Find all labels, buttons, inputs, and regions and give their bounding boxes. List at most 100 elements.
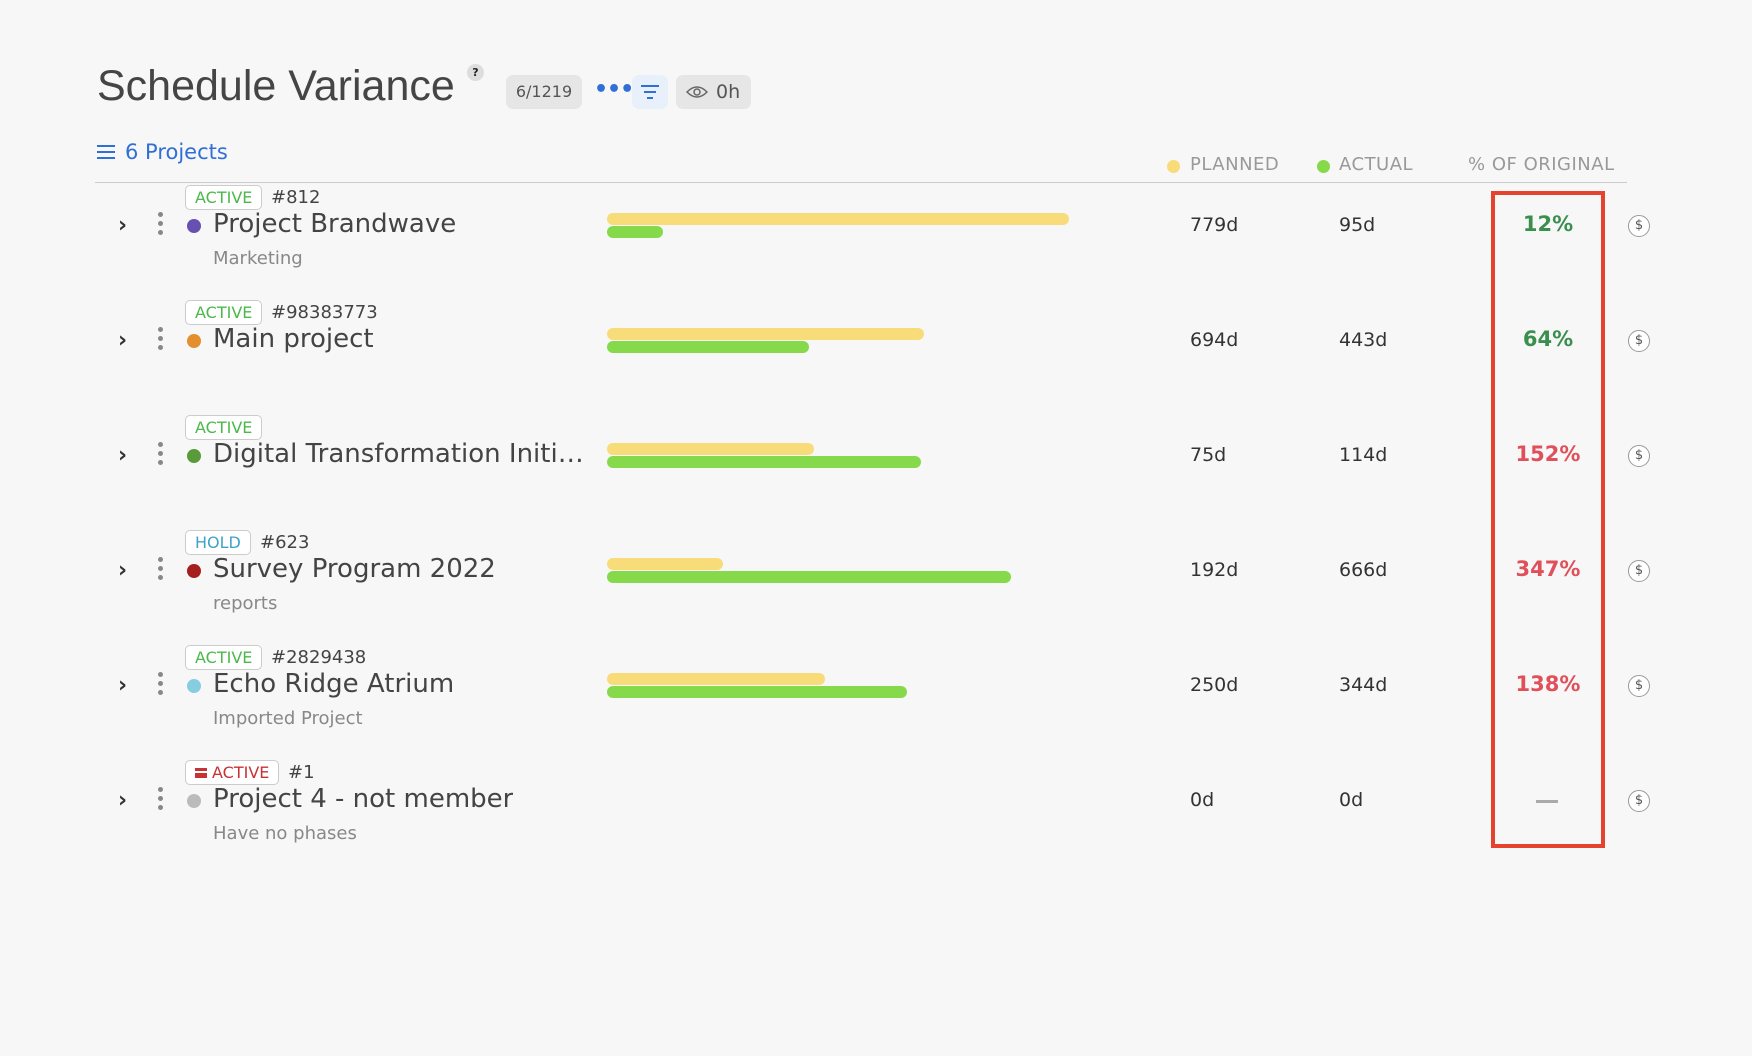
project-subtitle: Marketing bbox=[213, 248, 303, 269]
count-badge[interactable]: 6/1219 bbox=[506, 75, 582, 109]
row-menu-icon[interactable] bbox=[158, 212, 163, 235]
actual-value: 0d bbox=[1339, 789, 1364, 811]
project-row[interactable]: › ACTIVE #812 Project Brandwave Marketin… bbox=[0, 168, 1752, 283]
header-divider bbox=[95, 182, 1627, 183]
project-name[interactable]: Main project bbox=[213, 324, 374, 354]
planned-value: 694d bbox=[1190, 329, 1239, 351]
row-menu-icon[interactable] bbox=[158, 327, 163, 350]
planned-value: 779d bbox=[1190, 214, 1239, 236]
visibility-value: 0h bbox=[716, 81, 741, 103]
actual-legend-dot bbox=[1317, 160, 1330, 173]
status-label: HOLD bbox=[195, 533, 241, 552]
project-color-dot bbox=[187, 564, 201, 578]
status-label: ACTIVE bbox=[212, 763, 270, 782]
project-name[interactable]: Survey Program 2022 bbox=[213, 554, 496, 584]
status-label: ACTIVE bbox=[195, 303, 253, 322]
percent-of-original: 64% bbox=[1522, 327, 1574, 351]
project-subtitle: Have no phases bbox=[213, 823, 357, 844]
project-color-dot bbox=[187, 794, 201, 808]
filter-button[interactable] bbox=[632, 75, 668, 109]
status-badge: ACTIVE bbox=[185, 300, 263, 325]
planned-value: 250d bbox=[1190, 674, 1239, 696]
project-name[interactable]: Digital Transformation Initia... bbox=[213, 439, 585, 469]
planned-bar bbox=[607, 213, 1069, 225]
planned-legend-dot bbox=[1167, 160, 1180, 173]
actual-bar bbox=[607, 686, 907, 698]
project-row[interactable]: › HOLD #623 Survey Program 2022 reports … bbox=[0, 513, 1752, 628]
status-label: ACTIVE bbox=[195, 418, 253, 437]
actual-bar bbox=[607, 456, 921, 468]
planned-value: 192d bbox=[1190, 559, 1239, 581]
status-badge: HOLD bbox=[185, 530, 251, 555]
status-label: ACTIVE bbox=[195, 648, 253, 667]
project-color-dot bbox=[187, 679, 201, 693]
project-row[interactable]: › ACTIVE #2829438 Echo Ridge Atrium Impo… bbox=[0, 628, 1752, 743]
project-color-dot bbox=[187, 334, 201, 348]
percent-column-header: % OF ORIGINAL bbox=[1468, 154, 1615, 175]
dollar-icon[interactable]: $ bbox=[1628, 790, 1650, 812]
project-subtitle: reports bbox=[213, 593, 278, 614]
percent-of-original: 12% bbox=[1522, 212, 1574, 236]
expand-chevron-icon[interactable]: › bbox=[118, 328, 128, 353]
project-id: #2829438 bbox=[271, 647, 367, 668]
actual-value: 95d bbox=[1339, 214, 1376, 236]
expand-chevron-icon[interactable]: › bbox=[118, 213, 128, 238]
status-badge: ACTIVE bbox=[185, 645, 263, 670]
percent-of-original: 347% bbox=[1515, 557, 1581, 581]
dollar-icon[interactable]: $ bbox=[1628, 675, 1650, 697]
planned-value: 75d bbox=[1190, 444, 1227, 466]
project-subtitle: Imported Project bbox=[213, 708, 363, 729]
actual-bar bbox=[607, 341, 810, 353]
project-name[interactable]: Project 4 - not member bbox=[213, 784, 514, 814]
status-badge: ACTIVE bbox=[185, 185, 263, 210]
dollar-icon[interactable]: $ bbox=[1628, 560, 1650, 582]
project-row[interactable]: › ACTIVE #1 Project 4 - not member Have … bbox=[0, 743, 1752, 858]
visibility-button[interactable]: 0h bbox=[676, 75, 751, 109]
actual-value: 666d bbox=[1339, 559, 1388, 581]
project-list: › ACTIVE #812 Project Brandwave Marketin… bbox=[0, 168, 1752, 858]
list-icon bbox=[97, 145, 115, 159]
row-menu-icon[interactable] bbox=[158, 787, 163, 810]
row-menu-icon[interactable] bbox=[158, 672, 163, 695]
percent-of-original: 152% bbox=[1515, 442, 1581, 466]
no-value-dash bbox=[1536, 800, 1558, 803]
percent-of-original: 138% bbox=[1515, 672, 1581, 696]
expand-chevron-icon[interactable]: › bbox=[118, 788, 128, 813]
project-row[interactable]: › ACTIVE #98383773 Main project 694d 443… bbox=[0, 283, 1752, 398]
project-name[interactable]: Project Brandwave bbox=[213, 209, 457, 239]
dollar-icon[interactable]: $ bbox=[1628, 445, 1650, 467]
actual-bar bbox=[607, 571, 1011, 583]
eye-icon bbox=[686, 86, 708, 98]
highlight-box bbox=[1491, 191, 1605, 848]
dollar-icon[interactable]: $ bbox=[1628, 215, 1650, 237]
archive-icon bbox=[195, 767, 207, 778]
actual-value: 114d bbox=[1339, 444, 1388, 466]
planned-column-header: PLANNED bbox=[1190, 154, 1280, 175]
project-color-dot bbox=[187, 219, 201, 233]
project-id: #98383773 bbox=[271, 302, 378, 323]
planned-bar bbox=[607, 558, 724, 570]
expand-chevron-icon[interactable]: › bbox=[118, 673, 128, 698]
project-id: #623 bbox=[260, 532, 310, 553]
project-name[interactable]: Echo Ridge Atrium bbox=[213, 669, 455, 699]
actual-bar bbox=[607, 226, 664, 238]
row-menu-icon[interactable] bbox=[158, 557, 163, 580]
actual-column-header: ACTUAL bbox=[1339, 154, 1414, 175]
projects-link[interactable]: 6 Projects bbox=[97, 140, 228, 164]
planned-bar bbox=[607, 673, 826, 685]
row-menu-icon[interactable] bbox=[158, 442, 163, 465]
help-icon[interactable]: ? bbox=[467, 64, 484, 81]
project-row[interactable]: › ACTIVE Digital Transformation Initia..… bbox=[0, 398, 1752, 513]
project-id: #1 bbox=[288, 762, 315, 783]
expand-chevron-icon[interactable]: › bbox=[118, 558, 128, 583]
expand-chevron-icon[interactable]: › bbox=[118, 443, 128, 468]
status-badge: ACTIVE bbox=[185, 760, 280, 785]
projects-link-label: 6 Projects bbox=[125, 140, 228, 164]
project-color-dot bbox=[187, 449, 201, 463]
dollar-icon[interactable]: $ bbox=[1628, 330, 1650, 352]
planned-bar bbox=[607, 443, 814, 455]
planned-bar bbox=[607, 328, 924, 340]
project-id: #812 bbox=[271, 187, 321, 208]
more-options-button[interactable]: ••• bbox=[594, 77, 634, 102]
page-title: Schedule Variance bbox=[97, 62, 455, 110]
